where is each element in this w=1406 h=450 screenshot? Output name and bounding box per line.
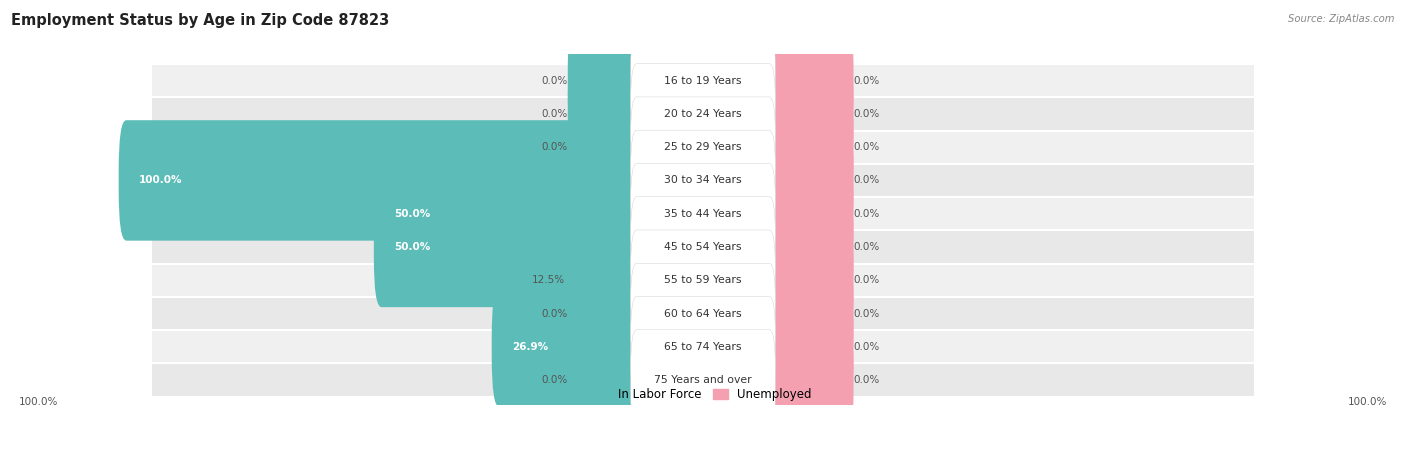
- Text: 100.0%: 100.0%: [139, 176, 183, 185]
- Text: 0.0%: 0.0%: [541, 76, 568, 86]
- FancyBboxPatch shape: [568, 320, 644, 440]
- FancyBboxPatch shape: [568, 20, 644, 141]
- FancyBboxPatch shape: [762, 87, 853, 207]
- FancyBboxPatch shape: [152, 130, 1254, 164]
- Text: Source: ZipAtlas.com: Source: ZipAtlas.com: [1288, 14, 1395, 23]
- Text: 30 to 34 Years: 30 to 34 Years: [664, 176, 742, 185]
- FancyBboxPatch shape: [118, 120, 644, 241]
- Text: 25 to 29 Years: 25 to 29 Years: [664, 142, 742, 152]
- FancyBboxPatch shape: [152, 97, 1254, 130]
- FancyBboxPatch shape: [762, 153, 853, 274]
- FancyBboxPatch shape: [630, 163, 776, 264]
- FancyBboxPatch shape: [762, 187, 853, 307]
- Text: 0.0%: 0.0%: [853, 109, 880, 119]
- Text: 12.5%: 12.5%: [531, 275, 565, 285]
- FancyBboxPatch shape: [762, 220, 853, 341]
- FancyBboxPatch shape: [152, 230, 1254, 264]
- Text: 0.0%: 0.0%: [853, 375, 880, 385]
- FancyBboxPatch shape: [762, 54, 853, 174]
- FancyBboxPatch shape: [630, 197, 776, 297]
- FancyBboxPatch shape: [152, 364, 1254, 397]
- Text: 0.0%: 0.0%: [541, 109, 568, 119]
- Text: Employment Status by Age in Zip Code 87823: Employment Status by Age in Zip Code 878…: [11, 14, 389, 28]
- Text: 0.0%: 0.0%: [541, 309, 568, 319]
- FancyBboxPatch shape: [152, 297, 1254, 330]
- FancyBboxPatch shape: [762, 253, 853, 374]
- Text: 50.0%: 50.0%: [394, 242, 430, 252]
- FancyBboxPatch shape: [565, 220, 644, 341]
- FancyBboxPatch shape: [762, 120, 853, 241]
- FancyBboxPatch shape: [152, 197, 1254, 230]
- Text: 0.0%: 0.0%: [853, 242, 880, 252]
- Text: 0.0%: 0.0%: [853, 142, 880, 152]
- Text: 35 to 44 Years: 35 to 44 Years: [664, 209, 742, 219]
- FancyBboxPatch shape: [762, 20, 853, 141]
- FancyBboxPatch shape: [152, 64, 1254, 97]
- FancyBboxPatch shape: [630, 130, 776, 231]
- FancyBboxPatch shape: [630, 63, 776, 164]
- FancyBboxPatch shape: [630, 263, 776, 364]
- Text: 65 to 74 Years: 65 to 74 Years: [664, 342, 742, 352]
- Text: 26.9%: 26.9%: [512, 342, 548, 352]
- Text: 0.0%: 0.0%: [853, 209, 880, 219]
- Text: 45 to 54 Years: 45 to 54 Years: [664, 242, 742, 252]
- Text: 60 to 64 Years: 60 to 64 Years: [664, 309, 742, 319]
- Legend: In Labor Force, Unemployed: In Labor Force, Unemployed: [589, 384, 817, 406]
- Text: 0.0%: 0.0%: [541, 142, 568, 152]
- Text: 0.0%: 0.0%: [853, 76, 880, 86]
- Text: 0.0%: 0.0%: [853, 342, 880, 352]
- FancyBboxPatch shape: [630, 31, 776, 131]
- Text: 0.0%: 0.0%: [853, 275, 880, 285]
- FancyBboxPatch shape: [568, 87, 644, 207]
- Text: 0.0%: 0.0%: [853, 176, 880, 185]
- FancyBboxPatch shape: [152, 164, 1254, 197]
- FancyBboxPatch shape: [762, 320, 853, 440]
- FancyBboxPatch shape: [374, 153, 644, 274]
- Text: 0.0%: 0.0%: [853, 309, 880, 319]
- Text: 50.0%: 50.0%: [394, 209, 430, 219]
- FancyBboxPatch shape: [374, 187, 644, 307]
- FancyBboxPatch shape: [630, 297, 776, 397]
- FancyBboxPatch shape: [152, 330, 1254, 364]
- Text: 100.0%: 100.0%: [20, 396, 59, 407]
- FancyBboxPatch shape: [762, 287, 853, 407]
- FancyBboxPatch shape: [630, 230, 776, 330]
- Text: 55 to 59 Years: 55 to 59 Years: [664, 275, 742, 285]
- Text: 100.0%: 100.0%: [1347, 396, 1386, 407]
- FancyBboxPatch shape: [568, 253, 644, 374]
- FancyBboxPatch shape: [492, 287, 644, 407]
- Text: 0.0%: 0.0%: [541, 375, 568, 385]
- Text: 16 to 19 Years: 16 to 19 Years: [664, 76, 742, 86]
- FancyBboxPatch shape: [630, 97, 776, 198]
- Text: 75 Years and over: 75 Years and over: [654, 375, 752, 385]
- FancyBboxPatch shape: [568, 54, 644, 174]
- FancyBboxPatch shape: [152, 264, 1254, 297]
- Text: 20 to 24 Years: 20 to 24 Years: [664, 109, 742, 119]
- FancyBboxPatch shape: [630, 330, 776, 430]
